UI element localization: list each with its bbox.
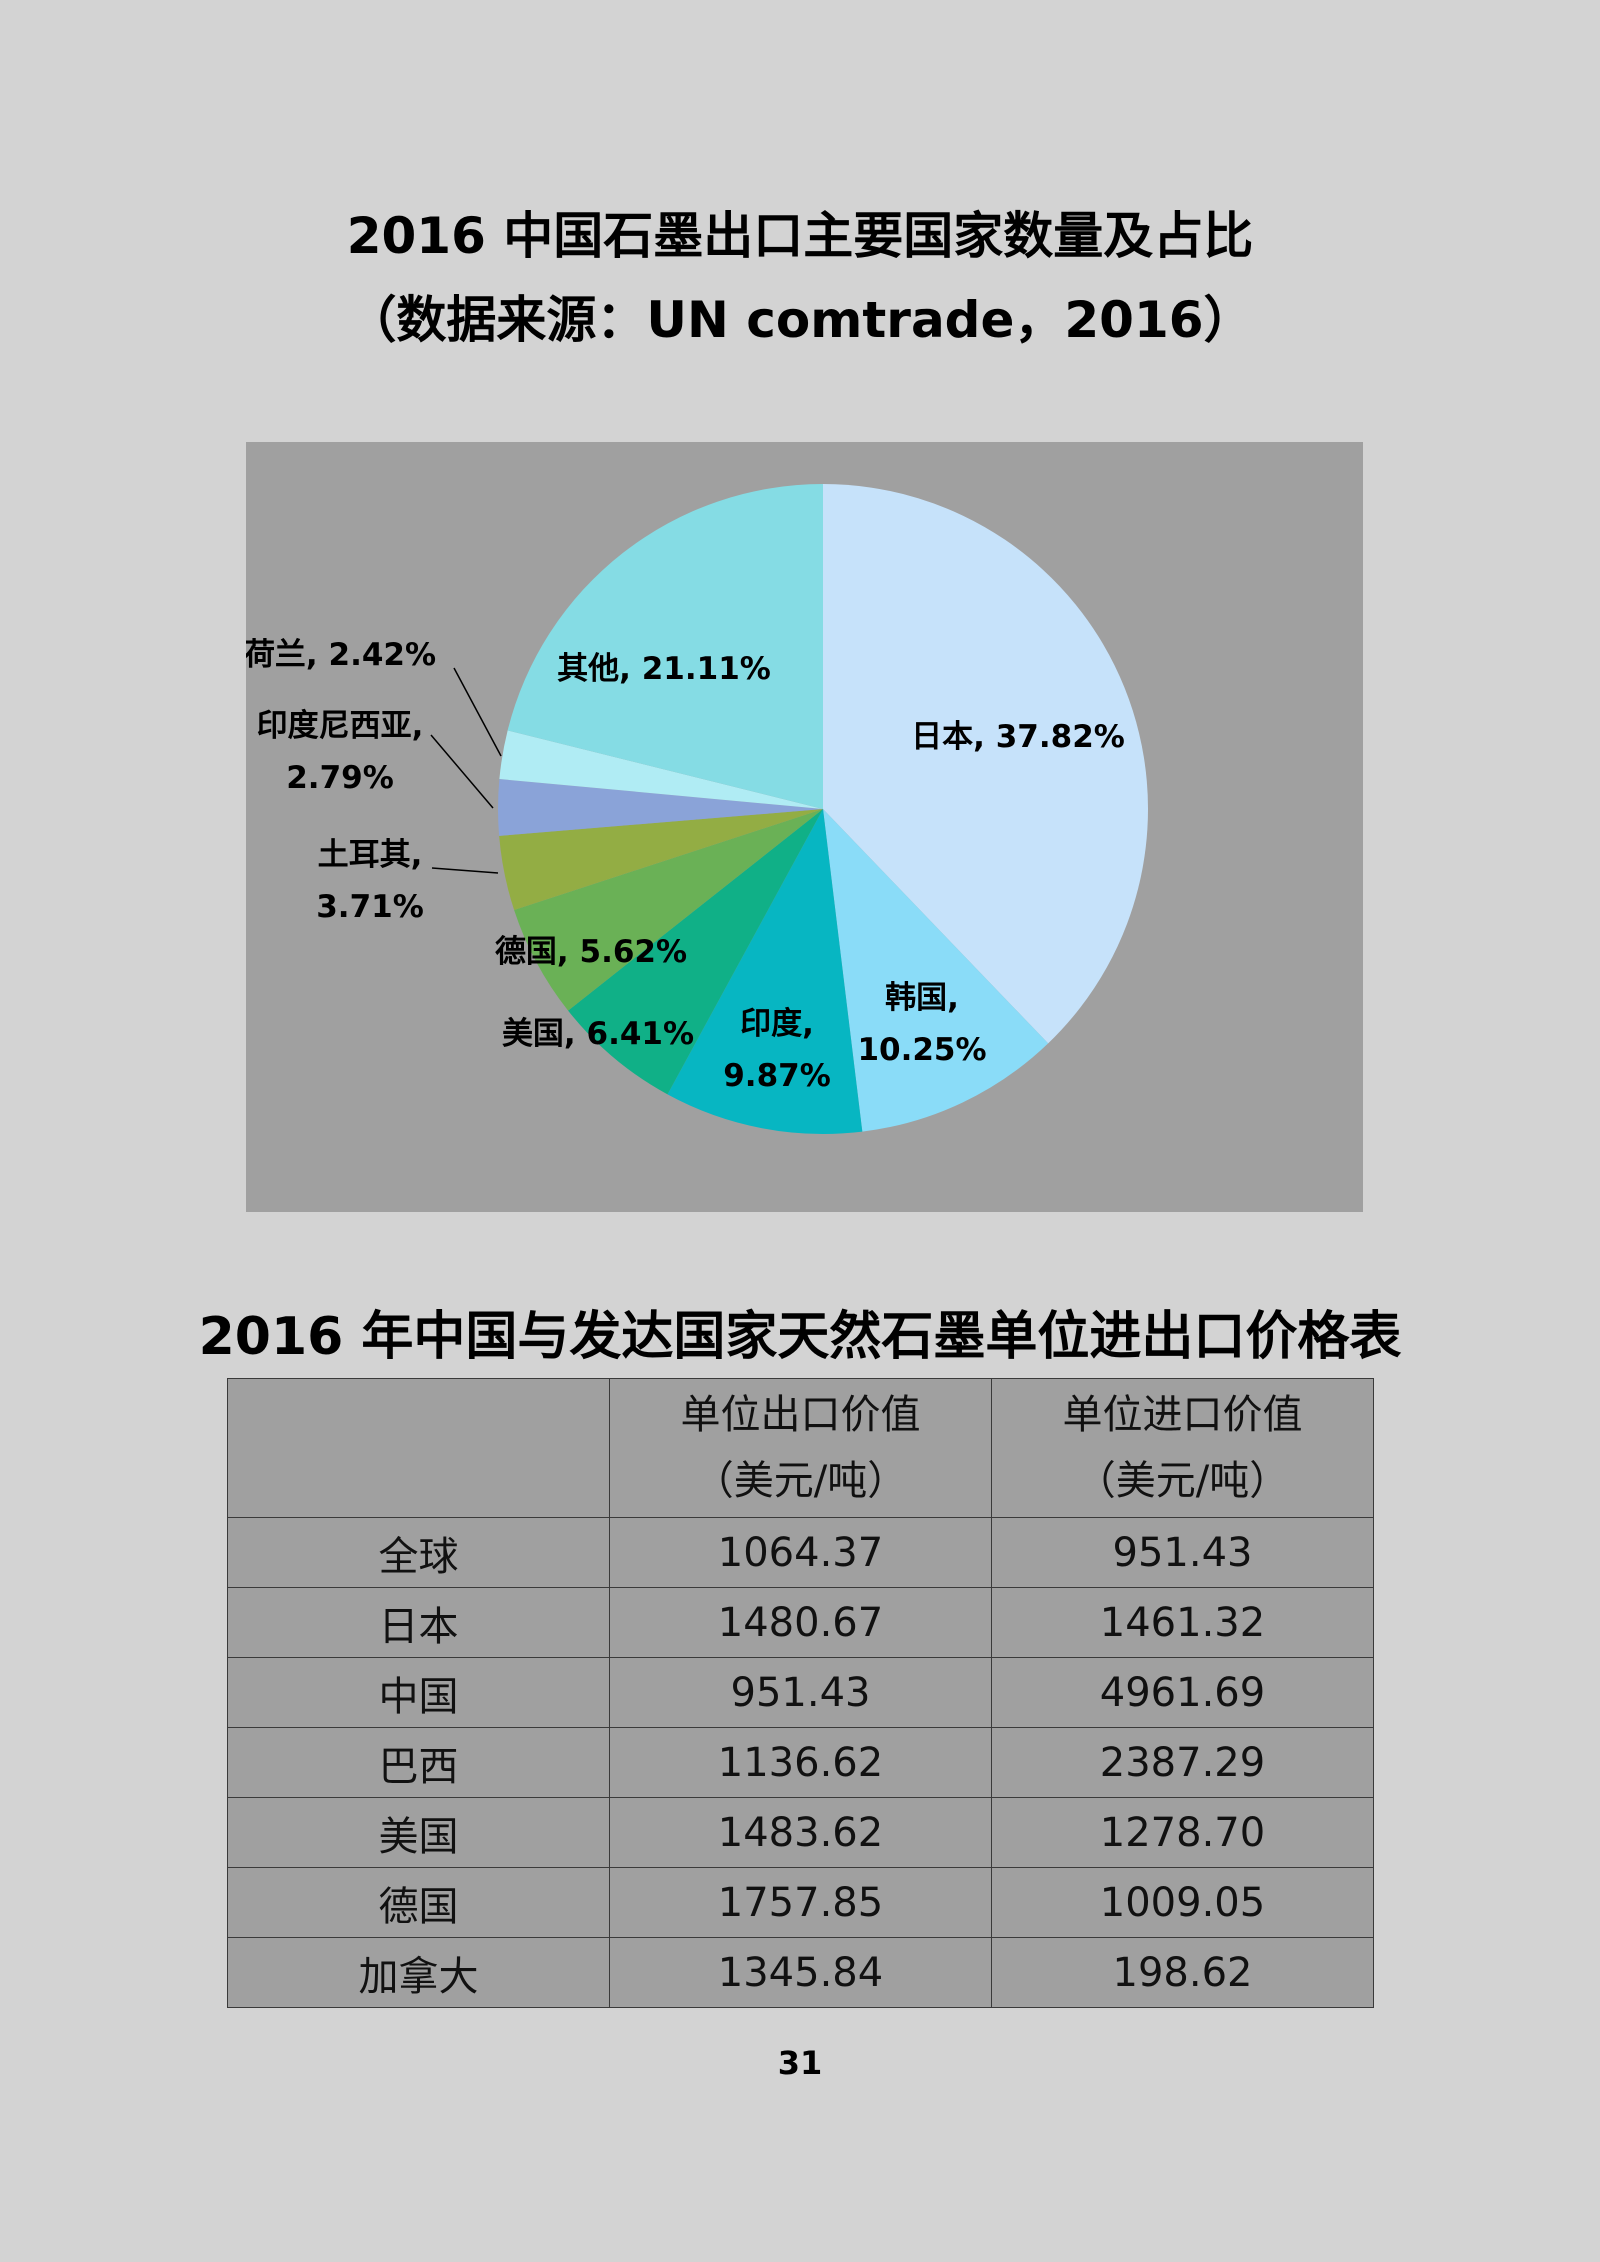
row-name: 日本 bbox=[227, 1587, 610, 1658]
header-export-line1: 单位出口价值 bbox=[680, 1392, 921, 1438]
pie-data-label: 德国, 5.62% bbox=[495, 934, 687, 970]
pie-data-label: 印度, 9.87% bbox=[723, 1006, 831, 1094]
pie-leader-line bbox=[430, 734, 494, 809]
header-export: 单位出口价值 （美元/吨） bbox=[609, 1378, 992, 1518]
pie-data-label: 日本, 37.82% bbox=[911, 719, 1125, 755]
row-export-value: 1345.84 bbox=[609, 1937, 992, 2008]
table-row: 德国 1757.85 1009.05 bbox=[227, 1867, 1374, 1938]
row-export-value: 951.43 bbox=[609, 1657, 992, 1728]
pie-slice-德国 bbox=[514, 809, 823, 1011]
pie-leader-line bbox=[453, 667, 502, 757]
row-import-value: 1009.05 bbox=[991, 1867, 1374, 1938]
table-title: 2016 年中国与发达国家天然石墨单位进出口价格表 bbox=[198, 1307, 1402, 1367]
row-name: 全球 bbox=[227, 1517, 610, 1588]
table-row: 中国 951.43 4961.69 bbox=[227, 1657, 1374, 1728]
row-export-value: 1480.67 bbox=[609, 1587, 992, 1658]
row-name: 德国 bbox=[227, 1867, 610, 1938]
row-name: 加拿大 bbox=[227, 1937, 610, 2008]
pie-slice-其他 bbox=[507, 484, 823, 809]
pie-data-label: 韩国, 10.25% bbox=[857, 980, 986, 1068]
row-import-value: 951.43 bbox=[991, 1517, 1374, 1588]
pie-data-label: 土耳其, 3.71% bbox=[316, 837, 424, 925]
table-row: 全球 1064.37 951.43 bbox=[227, 1517, 1374, 1588]
pie-slice-印度尼西亚 bbox=[498, 779, 823, 836]
header-import-line1: 单位进口价值 bbox=[1062, 1392, 1303, 1438]
chart-subtitle: （数据来源：UN comtrade，2016） bbox=[346, 291, 1254, 349]
header-import: 单位进口价值 （美元/吨） bbox=[991, 1378, 1374, 1518]
pie-slice-荷兰 bbox=[499, 730, 823, 809]
pie-slice-土耳其 bbox=[499, 809, 823, 911]
pie-leader-line bbox=[431, 867, 499, 874]
table-row: 巴西 1136.62 2387.29 bbox=[227, 1727, 1374, 1798]
table-row: 美国 1483.62 1278.70 bbox=[227, 1797, 1374, 1868]
row-import-value: 198.62 bbox=[991, 1937, 1374, 2008]
pie-slice-美国 bbox=[568, 809, 823, 1095]
row-name: 巴西 bbox=[227, 1727, 610, 1798]
row-export-value: 1064.37 bbox=[609, 1517, 992, 1588]
pie-data-label: 其他, 21.11% bbox=[557, 651, 771, 687]
header-export-line2: （美元/吨） bbox=[693, 1458, 908, 1504]
row-import-value: 4961.69 bbox=[991, 1657, 1374, 1728]
header-import-line2: （美元/吨） bbox=[1075, 1458, 1290, 1504]
row-export-value: 1136.62 bbox=[609, 1727, 992, 1798]
header-blank bbox=[227, 1378, 610, 1518]
table-row: 加拿大 1345.84 198.62 bbox=[227, 1937, 1374, 2008]
page-number: 31 bbox=[777, 2044, 823, 2082]
pie-slice-日本 bbox=[823, 484, 1148, 1044]
table-header-row: 单位出口价值 （美元/吨） 单位进口价值 （美元/吨） bbox=[227, 1378, 1374, 1518]
row-import-value: 1461.32 bbox=[991, 1587, 1374, 1658]
row-name: 美国 bbox=[227, 1797, 610, 1868]
pie-slice-韩国 bbox=[823, 809, 1049, 1132]
row-export-value: 1757.85 bbox=[609, 1867, 992, 1938]
pie-chart: 日本, 37.82% 韩国, 10.25% 印度, 9.87% 美国, 6.41% 德国, … bbox=[246, 484, 1148, 1134]
row-export-value: 1483.62 bbox=[609, 1797, 992, 1868]
row-import-value: 1278.70 bbox=[991, 1797, 1374, 1868]
pie-data-label: 美国, 6.41% bbox=[502, 1016, 694, 1052]
pie-data-label: 荷兰, 2.42% bbox=[246, 637, 436, 673]
row-name: 中国 bbox=[227, 1657, 610, 1728]
table-row: 日本 1480.67 1461.32 bbox=[227, 1587, 1374, 1658]
row-import-value: 2387.29 bbox=[991, 1727, 1374, 1798]
pie-slice-印度 bbox=[667, 809, 863, 1134]
pie-data-label: 印度尼西亚, 2.79% bbox=[257, 708, 424, 796]
pie-chart-area: 日本, 37.82% 韩国, 10.25% 印度, 9.87% 美国, 6.41% 德国, … bbox=[246, 442, 1363, 1212]
price-table: 单位出口价值 （美元/吨） 单位进口价值 （美元/吨） 全球 1064.37 9… bbox=[227, 1378, 1374, 2008]
chart-title: 2016 中国石墨出口主要国家数量及占比 bbox=[346, 207, 1254, 265]
